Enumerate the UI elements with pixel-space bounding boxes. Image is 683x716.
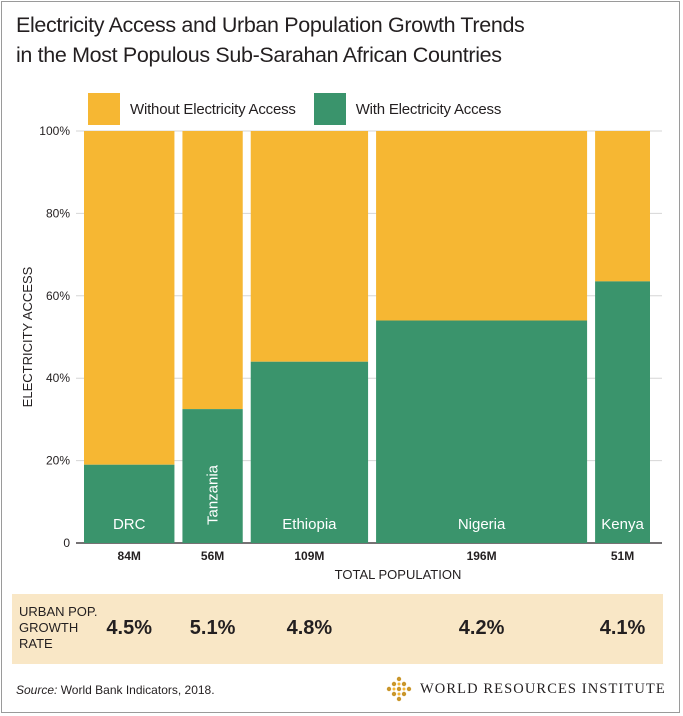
y-axis-label: ELECTRICITY ACCESS	[20, 266, 35, 407]
bar-with-nigeria	[376, 320, 588, 543]
population-label-nigeria: 196M	[467, 549, 497, 563]
bar-with-tanzania	[182, 409, 243, 543]
country-label-drc: DRC	[113, 516, 146, 533]
country-label-nigeria: Nigeria	[458, 516, 506, 533]
y-tick-label: 100%	[39, 124, 70, 138]
legend-swatch-without	[88, 93, 120, 125]
country-label-tanzania: Tanzania	[205, 464, 222, 525]
growth-value-ethiopia: 4.8%	[286, 617, 333, 639]
legend-label-without: Without Electricity Access	[130, 100, 296, 118]
population-label-kenya: 51M	[611, 549, 634, 563]
growth-value-nigeria: 4.2%	[458, 617, 505, 639]
bar-without-tanzania	[182, 131, 243, 410]
y-tick-label: 40%	[46, 371, 70, 385]
org-logo: WORLD RESOURCES INSTITUTE	[386, 675, 666, 703]
legend-item-with: With Electricity Access	[313, 93, 502, 125]
urban-growth-label-line-1: URBAN POP.	[19, 604, 98, 619]
title-line-1: Electricity Access and Urban Population …	[16, 13, 525, 37]
chart-title: Electricity Access and Urban Population …	[16, 10, 666, 70]
urban-growth-label-line-3: RATE	[19, 636, 53, 651]
title-line-2: in the Most Populous Sub-Sarahan African…	[16, 43, 502, 67]
population-label-tanzania: 56M	[201, 549, 224, 563]
urban-growth-label: URBAN POP. GROWTH RATE	[19, 604, 119, 652]
urban-growth-label-line-2: GROWTH	[19, 620, 79, 635]
population-label-ethiopia: 109M	[294, 549, 324, 563]
legend-label-with: With Electricity Access	[355, 100, 502, 118]
bar-with-ethiopia	[250, 361, 369, 543]
source-note: Source: World Bank Indicators, 2018.	[16, 683, 215, 697]
y-tick-label: 60%	[46, 289, 70, 303]
y-tick-label: 0	[63, 536, 70, 550]
org-name: WORLD RESOURCES INSTITUTE	[420, 680, 666, 697]
source-prefix: Source:	[16, 683, 58, 697]
y-tick-label: 80%	[46, 206, 70, 220]
growth-value-tanzania: 5.1%	[189, 617, 236, 639]
legend-swatch-with	[313, 93, 346, 125]
bar-without-kenya	[595, 131, 650, 282]
growth-value-drc: 4.5%	[106, 617, 152, 639]
source-text: World Bank Indicators, 2018.	[57, 683, 215, 697]
bar-without-nigeria	[376, 131, 588, 321]
x-axis-label: TOTAL POPULATION	[335, 567, 462, 582]
bar-without-drc	[84, 131, 175, 465]
urban-growth-band: URBAN POP. GROWTH RATE 4.5% 5.1% 4.8% 4.2% 4…	[12, 594, 663, 664]
bar-with-drc	[84, 464, 175, 543]
y-tick-label: 20%	[46, 454, 70, 468]
marimekko-chart: 0 20% 40% 60% 80% 100% ELECTRICITY ACCESS DRC 84…	[20, 124, 662, 582]
bar-without-ethiopia	[250, 131, 369, 362]
growth-value-kenya: 4.1%	[599, 617, 646, 639]
wri-logo-icon	[386, 676, 412, 702]
bar-with-kenya	[595, 281, 650, 543]
legend: Without Electricity Access With Electric…	[88, 92, 519, 126]
legend-item-without: Without Electricity Access	[88, 93, 296, 125]
country-label-ethiopia: Ethiopia	[282, 516, 337, 533]
country-label-kenya: Kenya	[601, 516, 644, 533]
population-label-drc: 84M	[118, 549, 141, 563]
